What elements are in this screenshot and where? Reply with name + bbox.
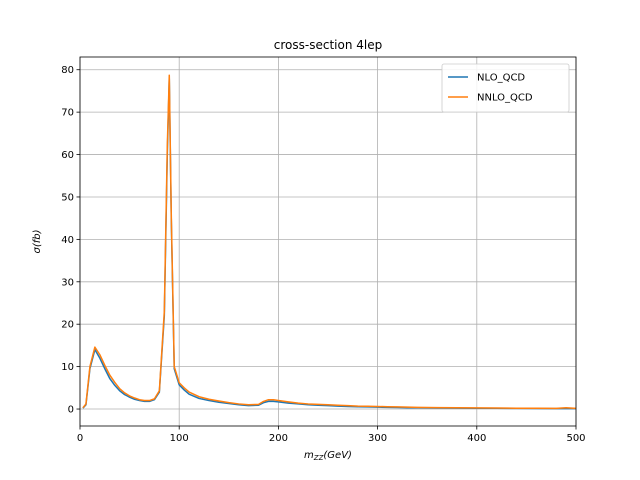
y-tick-label: 20 xyxy=(61,320,74,331)
x-tick-label: 500 xyxy=(566,433,585,444)
chart-title: cross-section 4lep xyxy=(274,38,382,52)
x-tick-label: 400 xyxy=(467,433,486,444)
x-axis-label: mZZ(GeV) xyxy=(304,450,352,462)
y-axis-label: σ(fb) xyxy=(32,229,43,253)
y-tick-label: 0 xyxy=(68,405,74,416)
x-axis-label-unit: (GeV) xyxy=(323,450,352,461)
x-tick-label: 300 xyxy=(368,433,387,444)
legend-entry-label: NLO_QCD xyxy=(477,73,525,84)
y-tick-label: 30 xyxy=(61,277,74,288)
plot-frame xyxy=(79,56,577,427)
x-tick-label: 0 xyxy=(77,433,83,444)
legend-box xyxy=(441,63,570,113)
y-tick-label: 60 xyxy=(61,150,74,161)
series-line-nlo-qcd xyxy=(82,77,576,410)
x-tick-label: 200 xyxy=(269,433,288,444)
y-tick-label: 70 xyxy=(61,108,74,119)
y-tick-label: 10 xyxy=(61,362,74,373)
y-tick-label: 40 xyxy=(61,235,74,246)
x-axis-label-subscript: ZZ xyxy=(313,454,324,462)
y-tick-label: 80 xyxy=(61,65,74,76)
y-tick-label: 50 xyxy=(61,192,74,203)
ticks: 0 100 200 300 400 500 0 10 20 30 40 50 60 70 80 xyxy=(61,65,585,444)
legend-entry-label: NNLO_QCD xyxy=(477,93,533,104)
x-axis-label-base: m xyxy=(304,450,314,461)
series-line-nnlo-qcd xyxy=(82,74,577,410)
legend: NLO_QCD NNLO_QCD xyxy=(441,63,570,113)
x-tick-label: 100 xyxy=(170,433,189,444)
series-lines xyxy=(82,74,577,410)
